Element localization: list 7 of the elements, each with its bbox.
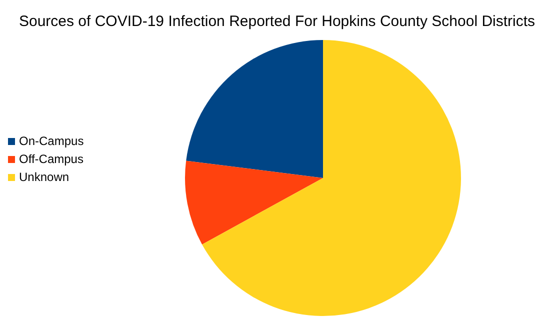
- pie-slice: [202, 40, 461, 316]
- legend-label: On-Campus: [19, 134, 84, 148]
- legend-label: Off-Campus: [19, 152, 84, 166]
- pie-slice: [185, 160, 323, 244]
- legend-label: Unknown: [19, 170, 70, 184]
- chart-title: Sources of COVID-19 Infection Reported For Hopkins County School Districts: [18, 13, 536, 30]
- pie-slice: [186, 40, 323, 178]
